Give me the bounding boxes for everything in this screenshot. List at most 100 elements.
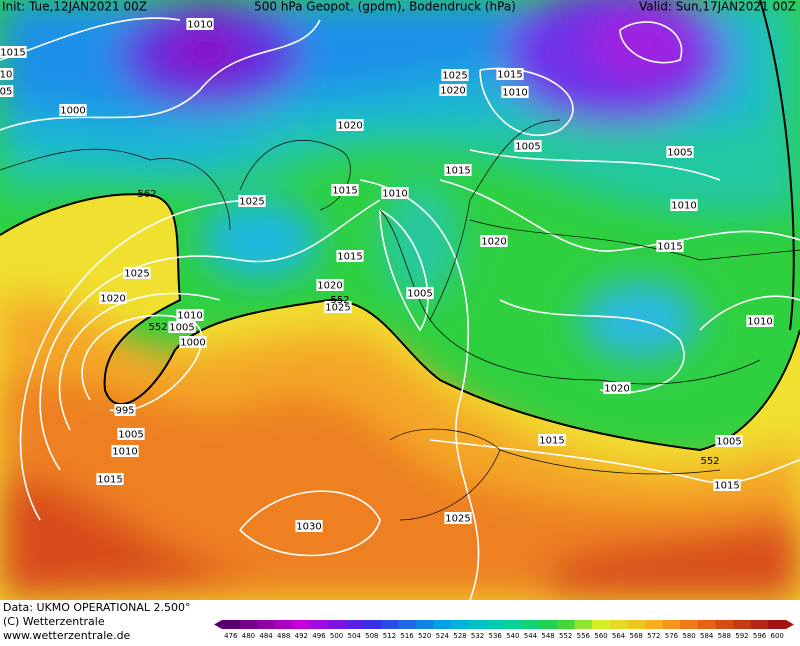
isobar-label: 1010	[176, 309, 204, 322]
colorbar-label: 548	[541, 632, 554, 640]
isobar-value: 1010	[671, 201, 696, 212]
label-box	[295, 520, 323, 532]
label-box	[336, 250, 364, 262]
label-box	[0, 68, 14, 80]
label-box	[496, 68, 524, 80]
label-box	[441, 69, 469, 81]
isobar-value: 1010	[382, 189, 407, 200]
isobar-label: 1025	[324, 301, 352, 314]
isobar-value: 1020	[100, 294, 125, 305]
colorbar-label: 504	[348, 632, 362, 640]
isobar-value: 1015	[657, 242, 682, 253]
label-box	[713, 479, 741, 491]
colorbar-cell	[222, 620, 241, 629]
init-time: Init: Tue,12JAN2021 00Z	[2, 0, 147, 14]
isobar-value: 1025	[239, 197, 264, 208]
colorbar-end	[786, 620, 794, 629]
colorbar-label: 540	[506, 632, 519, 640]
colorbar-cell	[433, 620, 452, 629]
map-title: 500 hPa Geopot. (gpdm), Bodendruck (hPa)	[254, 0, 516, 14]
colorbar-end	[214, 620, 222, 629]
isobar-label: 1020	[316, 279, 344, 292]
colorbar-cell	[592, 620, 611, 629]
isobar-label: 1005	[117, 428, 145, 441]
colorbar-label: 496	[312, 632, 326, 640]
isobar-label: 1005	[168, 321, 196, 334]
colorbar-cell	[257, 620, 276, 629]
isobar-value: 1015	[97, 475, 122, 486]
colorbar-cell	[327, 620, 346, 629]
colorbar-label: 576	[665, 632, 679, 640]
isobar-label: 1015	[444, 164, 472, 177]
colorbar-label: 484	[259, 632, 273, 640]
colorbar-cell	[274, 620, 293, 629]
colorbar-label: 476	[224, 632, 238, 640]
isobar-value: 1010	[187, 20, 212, 31]
isobar-value: 1025	[442, 71, 467, 82]
colorbar-label: 524	[436, 632, 450, 640]
website: www.wetterzentrale.de	[3, 629, 131, 642]
isobar-value: 1010	[502, 88, 527, 99]
isobar-label: 05	[0, 85, 14, 98]
label-box	[666, 146, 694, 158]
label-box	[59, 104, 87, 116]
colorbar-cell	[609, 620, 628, 629]
colorbar-cell	[310, 620, 329, 629]
isobar-value: 1000	[180, 338, 205, 349]
copyright: (C) Wetterzentrale	[3, 615, 105, 628]
colorbar-label: 580	[682, 632, 695, 640]
colorbar-label: 564	[612, 632, 626, 640]
colorbar-cell	[556, 620, 575, 629]
label-box	[746, 315, 774, 327]
isobar-label: 1030	[295, 520, 323, 533]
colorbar-cell	[645, 620, 664, 629]
colorbar: 476 480 484 488 492 496 500 504 508 512 516 520 524 5…	[214, 620, 794, 640]
isobar-label: 1010	[186, 18, 214, 31]
colorbar-cell	[574, 620, 593, 629]
label-box	[480, 235, 508, 247]
colorbar-label: 568	[630, 632, 643, 640]
colorbar-label: 584	[700, 632, 714, 640]
isobar-value: 10	[0, 70, 12, 81]
isobar-value: 1025	[325, 303, 350, 314]
colorbar-label: 512	[383, 632, 396, 640]
isobar-label: 1010	[670, 199, 698, 212]
label-box	[715, 435, 743, 447]
label-box	[168, 321, 196, 333]
isobar-label: 1025	[238, 195, 266, 208]
isobar-value: 1015	[337, 252, 362, 263]
map	[0, 0, 800, 600]
isobar-value: 1015	[539, 436, 564, 447]
label-box	[444, 164, 472, 176]
label-box	[176, 309, 204, 321]
valid-time: Valid: Sun,17JAN2021 00Z	[639, 0, 796, 14]
isobar-value: 1005	[716, 437, 741, 448]
isobar-label: 1020	[603, 382, 631, 395]
isobar-value: 1020	[440, 86, 465, 97]
colorbar-label: 488	[277, 632, 290, 640]
label-box	[444, 512, 472, 524]
colorbar-cell	[750, 620, 769, 629]
colorbar-cell	[486, 620, 505, 629]
label-box	[406, 287, 434, 299]
colorbar-label: 528	[453, 632, 466, 640]
isobar-value: 1015	[714, 481, 739, 492]
data-source: Data: UKMO OPERATIONAL 2.500°	[3, 601, 190, 614]
isobar-label: 1015	[496, 68, 524, 81]
label-box	[381, 187, 409, 199]
label-box	[99, 292, 127, 304]
isobar-label: 1010	[381, 187, 409, 200]
label-box	[0, 46, 27, 58]
colorbar-label: 556	[577, 632, 591, 640]
isobar-label: 1005	[666, 146, 694, 159]
colorbar-cell	[697, 620, 716, 629]
isobar-label: 1015	[656, 240, 684, 253]
colorbar-cell	[239, 620, 258, 629]
label-box	[656, 240, 684, 252]
isobar-label: 1025	[444, 512, 472, 525]
colorbar-label: 492	[295, 632, 308, 640]
isobar-label: 1000	[179, 336, 207, 349]
isobar-value: 1020	[604, 384, 629, 395]
isobar-value: 1025	[445, 514, 470, 525]
colorbar-label: 600	[771, 632, 784, 640]
